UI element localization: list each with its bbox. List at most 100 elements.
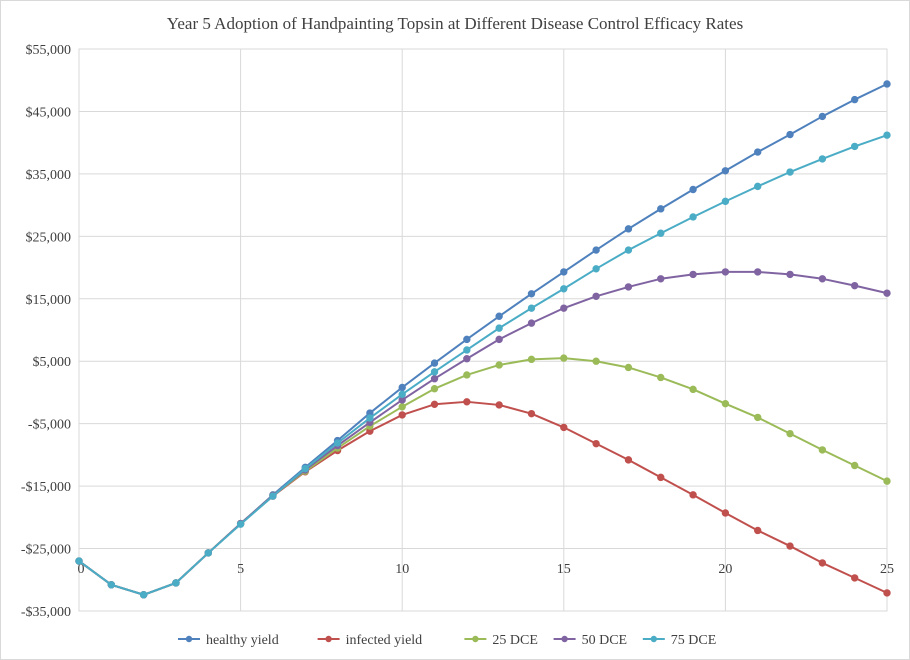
legend-swatch-marker bbox=[472, 635, 479, 643]
legend: healthy yield infected yield 25 DCE 50 DCE 7… bbox=[178, 633, 716, 648]
data-point bbox=[689, 270, 697, 279]
data-point bbox=[463, 371, 471, 379]
data-point bbox=[430, 368, 439, 376]
data-point bbox=[721, 167, 730, 175]
data-point bbox=[527, 304, 536, 312]
series-1 bbox=[75, 398, 891, 599]
legend-item: 25 DCE bbox=[464, 633, 538, 648]
series-lines bbox=[75, 80, 891, 599]
data-point bbox=[850, 461, 859, 470]
data-point bbox=[398, 403, 406, 411]
legend-label: 25 DCE bbox=[492, 633, 538, 648]
data-point bbox=[818, 112, 827, 121]
data-point bbox=[172, 579, 180, 587]
data-point bbox=[786, 542, 794, 550]
data-point bbox=[883, 289, 891, 297]
y-tick-label: $15,000 bbox=[26, 293, 72, 308]
data-point bbox=[721, 509, 730, 517]
data-point bbox=[883, 477, 891, 485]
data-point bbox=[398, 411, 406, 419]
data-point bbox=[560, 423, 568, 432]
x-tick-label: 0 bbox=[78, 562, 85, 577]
legend-item: healthy yield bbox=[178, 633, 279, 648]
data-point bbox=[495, 324, 503, 332]
y-tick-label: -$5,000 bbox=[28, 418, 71, 433]
y-tick-label: $35,000 bbox=[26, 168, 72, 183]
data-point bbox=[366, 414, 374, 422]
data-point bbox=[624, 456, 633, 464]
data-point bbox=[657, 205, 665, 213]
legend-item: 50 DCE bbox=[553, 633, 627, 648]
data-point bbox=[592, 265, 600, 273]
legend-item: 75 DCE bbox=[642, 633, 717, 648]
data-point bbox=[398, 383, 406, 392]
data-point bbox=[527, 290, 536, 298]
grid-lines bbox=[78, 48, 888, 612]
data-point bbox=[786, 270, 794, 279]
data-point bbox=[560, 285, 568, 293]
legend-swatch-marker bbox=[650, 635, 657, 643]
y-tick-label: $55,000 bbox=[26, 43, 72, 58]
data-point bbox=[269, 492, 277, 500]
data-point bbox=[560, 268, 568, 276]
data-point bbox=[495, 312, 503, 320]
data-point bbox=[754, 413, 762, 422]
data-point bbox=[527, 355, 536, 364]
legend-label: healthy yield bbox=[206, 633, 279, 648]
y-tick-label: -$35,000 bbox=[21, 605, 71, 620]
data-point bbox=[624, 363, 633, 372]
data-point bbox=[657, 473, 665, 482]
data-point bbox=[657, 229, 665, 237]
legend-label: 75 DCE bbox=[671, 633, 717, 648]
data-point bbox=[818, 155, 827, 163]
series-line bbox=[78, 270, 888, 596]
legend-item: infected yield bbox=[317, 633, 423, 648]
data-point bbox=[592, 292, 600, 300]
data-point bbox=[721, 197, 730, 206]
axes: -$35,000 -$25,000 -$15,000 -$5,000 $5,000 $15… bbox=[21, 43, 894, 620]
data-point bbox=[883, 589, 891, 597]
data-point bbox=[430, 384, 439, 393]
data-point bbox=[463, 398, 471, 406]
x-tick-label: 5 bbox=[237, 562, 244, 577]
data-point bbox=[850, 95, 859, 104]
data-point bbox=[463, 335, 471, 344]
data-point bbox=[689, 213, 697, 221]
data-point bbox=[818, 559, 827, 567]
data-point bbox=[592, 357, 600, 365]
legend-swatch-marker bbox=[561, 635, 568, 643]
y-tick-label: $25,000 bbox=[26, 230, 72, 245]
x-tick-label: 20 bbox=[718, 562, 732, 577]
legend-label: infected yield bbox=[346, 633, 423, 648]
data-point bbox=[786, 130, 794, 139]
data-point bbox=[75, 557, 83, 565]
data-point bbox=[689, 385, 697, 394]
data-point bbox=[592, 246, 600, 254]
x-tick-label: 15 bbox=[557, 562, 571, 577]
data-point bbox=[818, 275, 827, 283]
data-point bbox=[301, 464, 309, 473]
data-point bbox=[463, 346, 471, 354]
series-4 bbox=[75, 131, 891, 599]
data-point bbox=[721, 268, 730, 276]
data-point bbox=[624, 246, 633, 254]
data-point bbox=[236, 520, 245, 528]
plot-area bbox=[78, 48, 888, 612]
data-point bbox=[592, 439, 600, 448]
x-tick-label: 10 bbox=[395, 562, 409, 577]
x-tick-label: 25 bbox=[880, 562, 894, 577]
data-point bbox=[333, 439, 342, 447]
data-point bbox=[721, 399, 730, 408]
data-point bbox=[754, 182, 762, 191]
data-point bbox=[689, 185, 697, 194]
data-point bbox=[430, 375, 439, 383]
data-point bbox=[398, 390, 406, 399]
data-point bbox=[139, 591, 148, 599]
data-point bbox=[657, 373, 665, 382]
data-point bbox=[495, 401, 503, 409]
data-point bbox=[624, 225, 633, 233]
data-point bbox=[495, 335, 503, 344]
data-point bbox=[689, 491, 697, 499]
